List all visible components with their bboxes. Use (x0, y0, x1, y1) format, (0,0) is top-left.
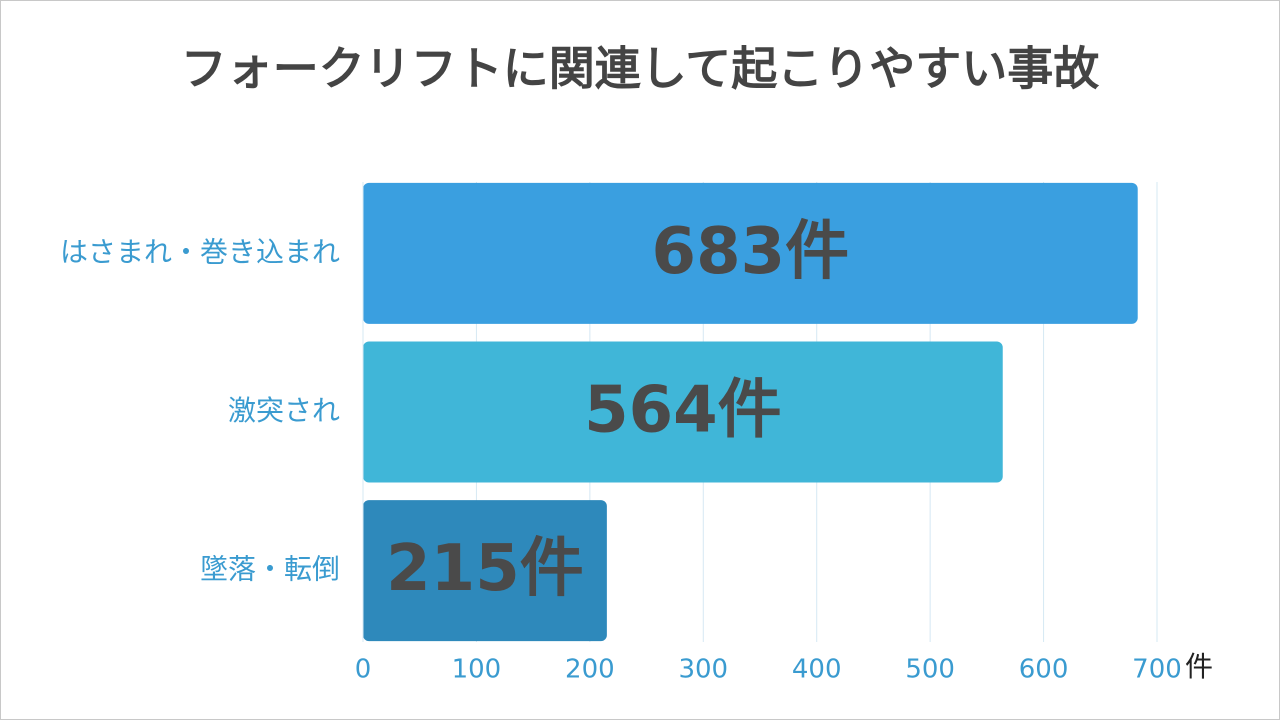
y-tick-label: 激突され (228, 394, 340, 427)
x-tick-label: 200 (565, 655, 615, 685)
x-unit: 件 (1185, 650, 1213, 683)
x-tick-label: 0 (355, 655, 372, 685)
x-tick-label: 700 (1132, 655, 1182, 685)
x-tick-label: 600 (1019, 655, 1069, 685)
x-tick-label: 300 (678, 655, 728, 685)
bar (363, 341, 1003, 483)
value-label: 564件 (584, 374, 782, 448)
chart-title: フォークリフトに関連して起こりやすい事故 (181, 42, 1100, 96)
value-label: 215件 (386, 532, 584, 606)
y-tick-label: 墜落・転倒 (200, 553, 340, 586)
value-label: 683件 (652, 215, 850, 289)
y-tick-label: はさまれ・巻き込まれ (60, 235, 340, 268)
x-tick-label: 100 (452, 655, 502, 685)
x-tick-label: 500 (905, 655, 955, 685)
x-tick-label: 400 (792, 655, 842, 685)
bar (363, 182, 1138, 324)
bar (363, 500, 607, 642)
